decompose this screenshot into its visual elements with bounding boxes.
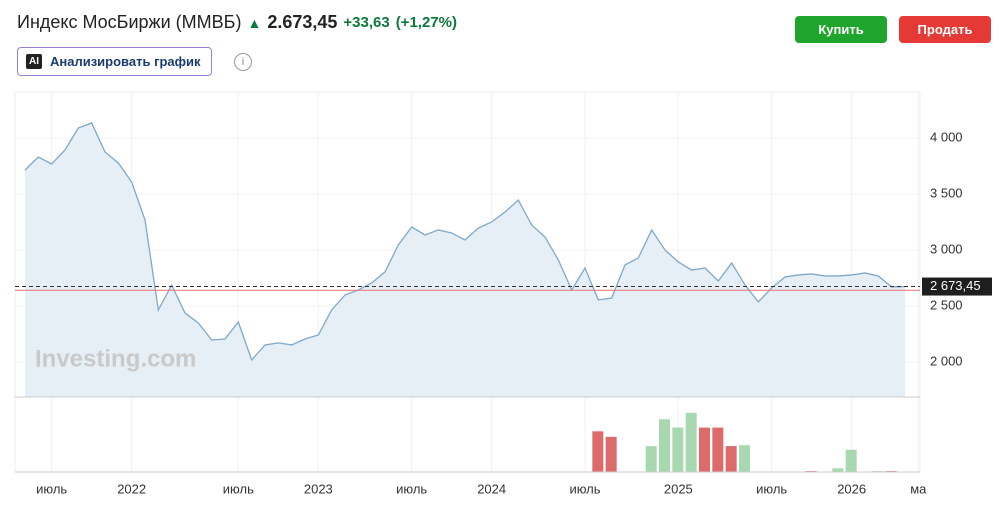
line: [24, 122, 906, 362]
x-tick-label: июль: [396, 481, 427, 496]
volume-bar: [845, 449, 857, 472]
analyze-label: Анализировать график: [50, 54, 201, 69]
volume-bar: [659, 419, 670, 472]
x-tick-label: 2023: [304, 481, 333, 496]
header: Индекс МосБиржи (ММВБ) ▲ 2.673,45 +33,63…: [17, 12, 457, 33]
x-tick-label: 2022: [117, 481, 146, 496]
volume-bar: [725, 446, 737, 472]
volume-bar: [672, 427, 684, 472]
analyze-button[interactable]: AI Анализировать график: [17, 47, 212, 76]
volume-bar: [685, 412, 697, 472]
volume-bar: [832, 468, 844, 472]
y-tick-label: 4 000: [930, 129, 963, 144]
volume-bar: [645, 446, 657, 472]
change-pct: (+1,27%): [395, 14, 457, 31]
y-tick-label: 3 000: [930, 241, 963, 256]
volume-bar: [592, 431, 604, 472]
volume-bar: [712, 427, 724, 472]
x-tick-label: 2024: [477, 481, 506, 496]
x-tick-label: июль: [223, 481, 254, 496]
last-price-label: 2 673,45: [930, 278, 981, 293]
x-tick-label: июль: [36, 481, 67, 496]
x-tick-label: 2026: [837, 481, 866, 496]
volume-bar: [605, 436, 617, 472]
x-tick-label: июль: [569, 481, 600, 496]
ai-badge: AI: [26, 54, 42, 69]
volume-bar: [699, 427, 710, 472]
y-tick-label: 3 500: [930, 185, 963, 200]
x-tick-label: июль: [756, 481, 787, 496]
title: Индекс МосБиржи (ММВБ): [17, 12, 242, 32]
x-tick-label: ма: [910, 481, 927, 496]
last-price-box: [922, 277, 992, 296]
area: [25, 122, 905, 397]
price: 2.673,45: [267, 12, 338, 32]
sell-button[interactable]: Продать: [899, 16, 991, 43]
y-tick-label: 2 000: [930, 353, 963, 368]
info-icon[interactable]: i: [234, 53, 252, 71]
x-tick-label: 2025: [664, 481, 693, 496]
volume-bar: [739, 445, 750, 472]
up-arrow: ▲: [247, 14, 262, 31]
y-tick-label: 2 500: [930, 297, 963, 312]
buy-button[interactable]: Купить: [795, 16, 887, 43]
watermark: Investing.com: [35, 345, 196, 372]
change: +33,63: [343, 14, 390, 31]
